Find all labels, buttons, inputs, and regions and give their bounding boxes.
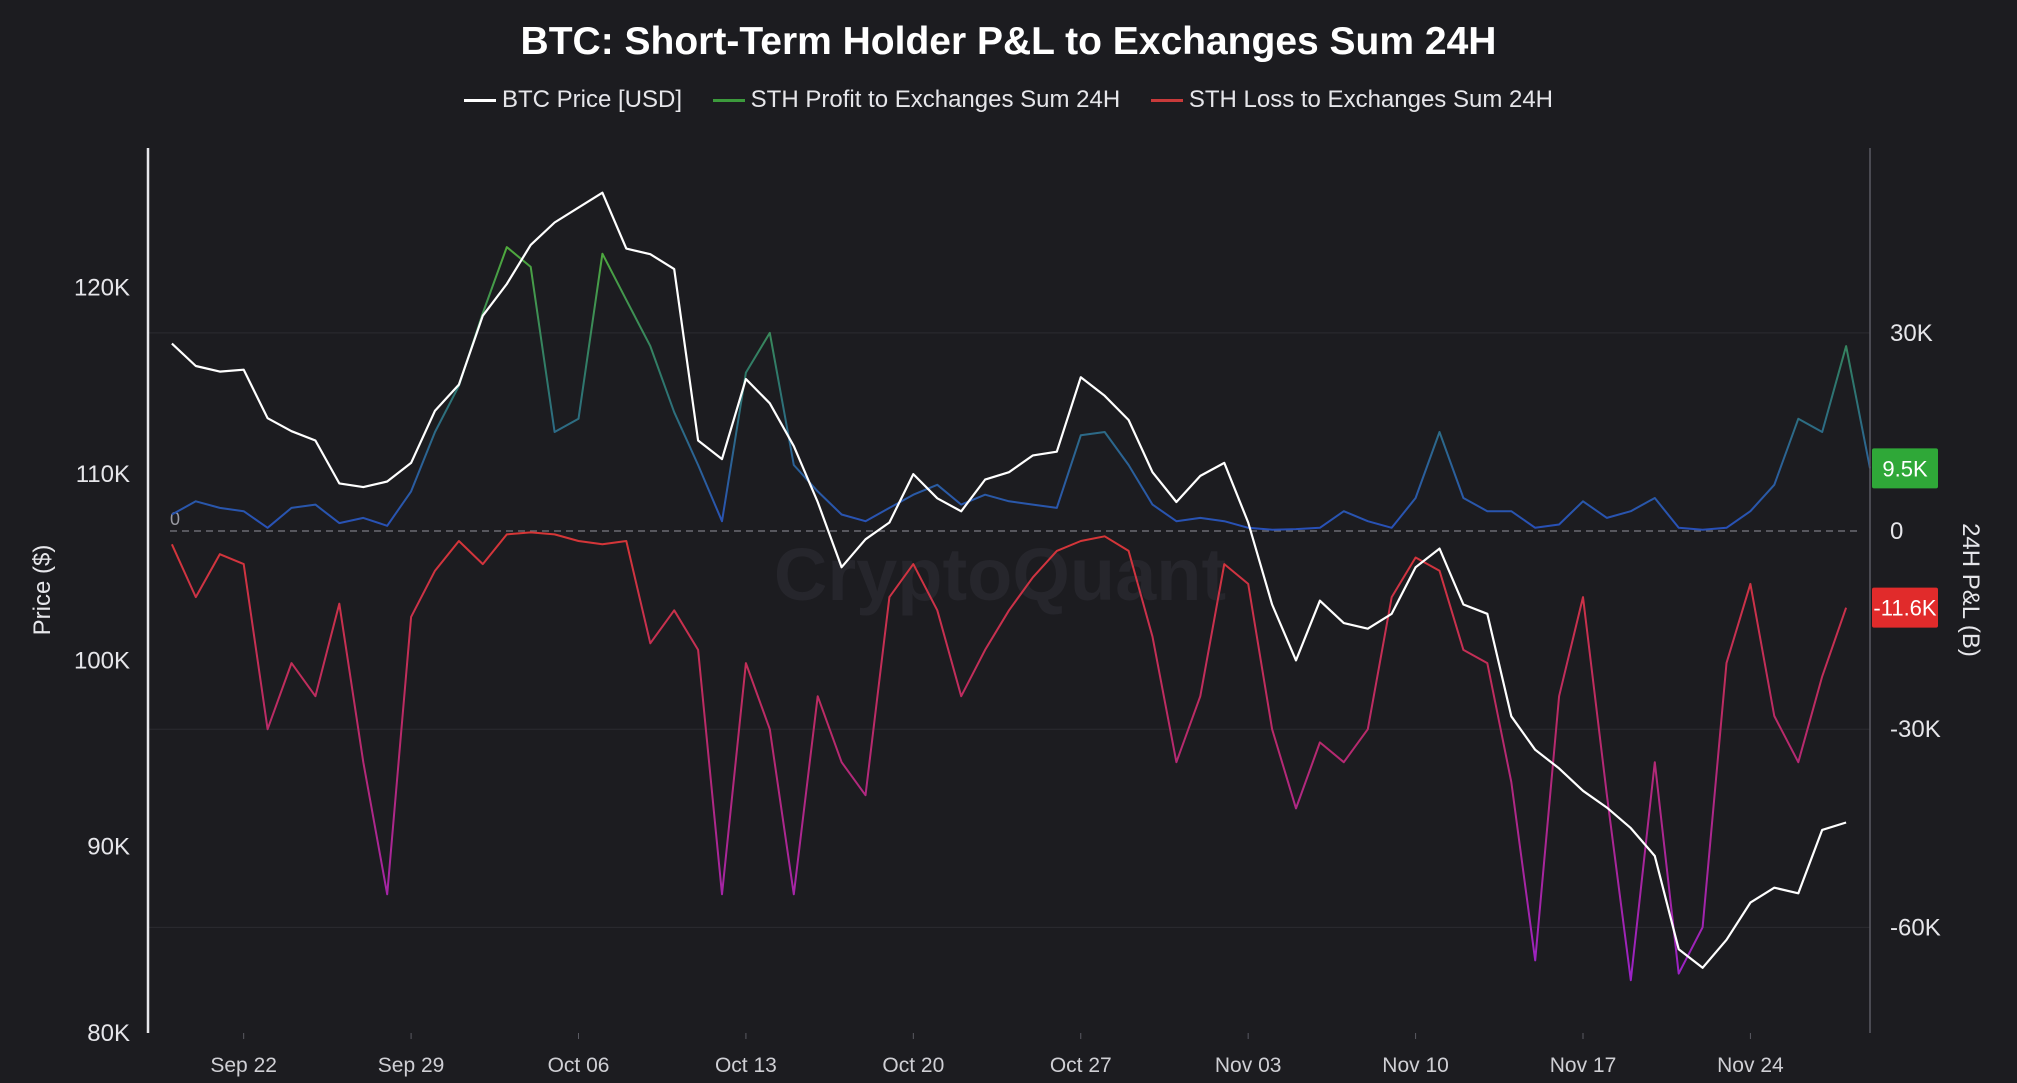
y-tick-right: 30K bbox=[1890, 320, 1933, 347]
y-tick-left: 80K bbox=[87, 1020, 130, 1047]
legend-label-sth-loss: STH Loss to Exchanges Sum 24H bbox=[1188, 86, 1554, 113]
legend: BTC Price [USD] STH Profit to Exchanges … bbox=[0, 86, 2017, 114]
x-tick-label: Oct 13 bbox=[715, 1054, 777, 1077]
badge-sth-loss bbox=[1872, 587, 1938, 628]
legend-item-price[interactable]: BTC Price [USD] bbox=[463, 86, 682, 114]
legend-swatch-sth-profit bbox=[712, 99, 745, 103]
x-tick-label: Nov 17 bbox=[1550, 1054, 1617, 1077]
y-tick-right: 0 bbox=[1890, 518, 1903, 545]
legend-item-sth-loss[interactable]: STH Loss to Exchanges Sum 24H bbox=[1150, 86, 1554, 114]
badge-sth-profit bbox=[1872, 448, 1938, 489]
legend-item-sth-profit[interactable]: STH Profit to Exchanges Sum 24H bbox=[712, 86, 1121, 114]
y-tick-right: -60K bbox=[1890, 914, 1941, 941]
x-tick-label: Oct 20 bbox=[882, 1054, 944, 1077]
y-tick-left: 120K bbox=[74, 275, 130, 302]
y-tick-right: -30K bbox=[1890, 716, 1941, 743]
x-tick-label: Nov 03 bbox=[1215, 1054, 1282, 1077]
zero-label: 0 bbox=[170, 509, 180, 529]
x-tick-label: Nov 10 bbox=[1382, 1054, 1449, 1077]
legend-swatch-price bbox=[463, 99, 496, 103]
series-line-sth-profit bbox=[171, 246, 1871, 531]
x-tick-label: Sep 22 bbox=[210, 1054, 277, 1077]
badge-sth-loss-label: -11.6K bbox=[1873, 596, 1937, 621]
series-line-sth-loss bbox=[170, 531, 1848, 982]
series-line-btc-price bbox=[171, 191, 1847, 969]
badge-sth-profit-label: 9.5K bbox=[1882, 456, 1928, 481]
legend-label-price: BTC Price [USD] bbox=[501, 86, 682, 113]
x-tick-label: Oct 06 bbox=[548, 1054, 610, 1077]
chart-title: BTC: Short-Term Holder P&L to Exchanges … bbox=[520, 20, 1497, 63]
y-tick-left: 90K bbox=[87, 834, 130, 861]
y-tick-left: 110K bbox=[76, 461, 130, 488]
y-tick-left: 100K bbox=[74, 647, 130, 674]
legend-swatch-sth-loss bbox=[1150, 99, 1183, 103]
x-tick-label: Oct 27 bbox=[1050, 1054, 1112, 1077]
x-tick-label: Nov 24 bbox=[1717, 1054, 1784, 1077]
watermark: CryptoQuant bbox=[774, 533, 1226, 616]
x-tick-label: Sep 29 bbox=[378, 1054, 445, 1077]
legend-label-sth-profit: STH Profit to Exchanges Sum 24H bbox=[750, 86, 1121, 113]
